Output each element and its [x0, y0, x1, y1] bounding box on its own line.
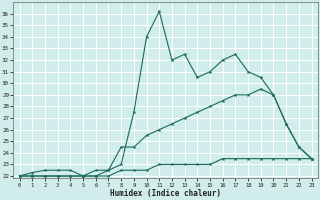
X-axis label: Humidex (Indice chaleur): Humidex (Indice chaleur)	[110, 189, 221, 198]
